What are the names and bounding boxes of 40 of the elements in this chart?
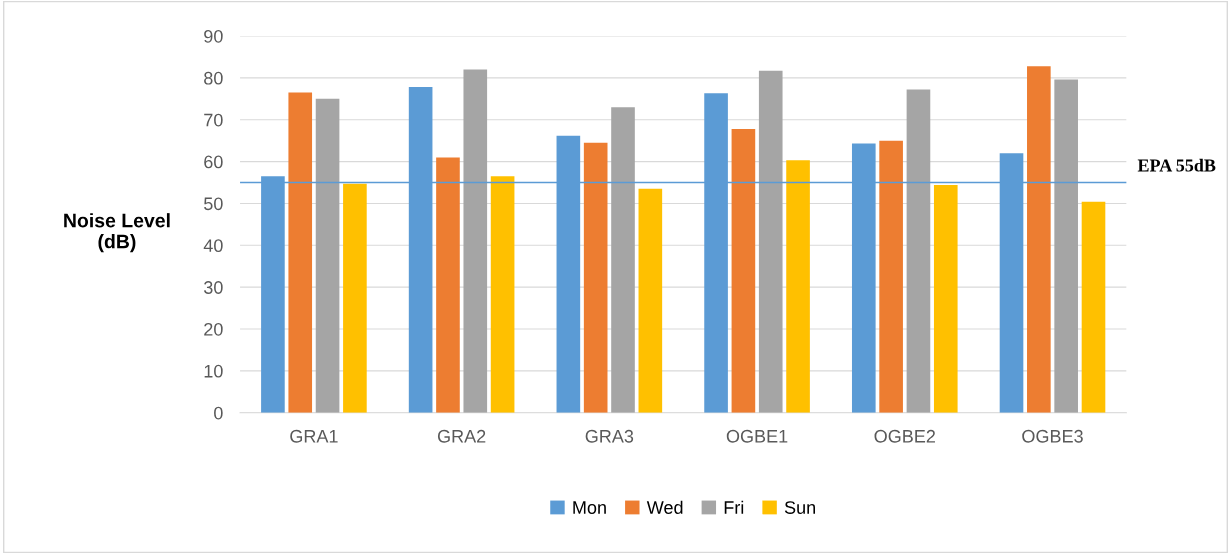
bar <box>343 183 367 413</box>
y-tick-label: 70 <box>204 113 223 127</box>
bar <box>638 188 663 413</box>
x-tick-label: GRA3 <box>585 429 634 443</box>
y-tick-label: 40 <box>203 239 223 253</box>
bar <box>1054 79 1078 413</box>
legend-label: Mon <box>573 501 606 514</box>
bar <box>758 70 783 413</box>
legend-label: Fri <box>724 500 744 514</box>
bar <box>288 92 313 413</box>
ref-line-label: EPA 55dB <box>1137 158 1216 172</box>
legend-label: Wed <box>646 500 683 514</box>
y-tick-label: 0 <box>214 406 223 420</box>
bar <box>1081 201 1106 413</box>
bar <box>906 89 931 413</box>
x-tick-label: GRA2 <box>437 429 486 443</box>
x-tick-label: OGBE1 <box>726 429 788 443</box>
y-tick-label: 90 <box>204 29 223 43</box>
bar <box>786 160 810 413</box>
bar <box>933 185 958 413</box>
bar <box>1027 66 1051 413</box>
bar <box>436 157 460 413</box>
legend-label: Sun <box>784 501 815 514</box>
bar <box>583 142 608 413</box>
bar <box>731 128 756 413</box>
x-tick-label: GRA1 <box>290 429 338 443</box>
y-tick-label: 30 <box>203 281 223 294</box>
bar <box>315 98 340 413</box>
y-axis-title: Noise Level (dB) <box>64 213 170 253</box>
bar <box>463 69 488 413</box>
x-tick-label: OGBE2 <box>874 429 935 443</box>
bar <box>490 176 515 413</box>
y-tick-label: 20 <box>204 322 223 336</box>
bar <box>879 140 903 413</box>
y-tick-label: 80 <box>204 71 223 85</box>
y-tick-label: 60 <box>204 155 223 169</box>
bar <box>611 107 635 413</box>
x-tick-label: OGBE3 <box>1022 429 1083 443</box>
y-tick-label: 50 <box>204 197 223 211</box>
y-tick-label: 10 <box>204 364 223 378</box>
